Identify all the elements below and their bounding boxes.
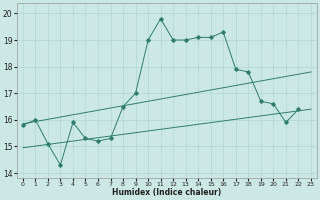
X-axis label: Humidex (Indice chaleur): Humidex (Indice chaleur) (112, 188, 221, 197)
